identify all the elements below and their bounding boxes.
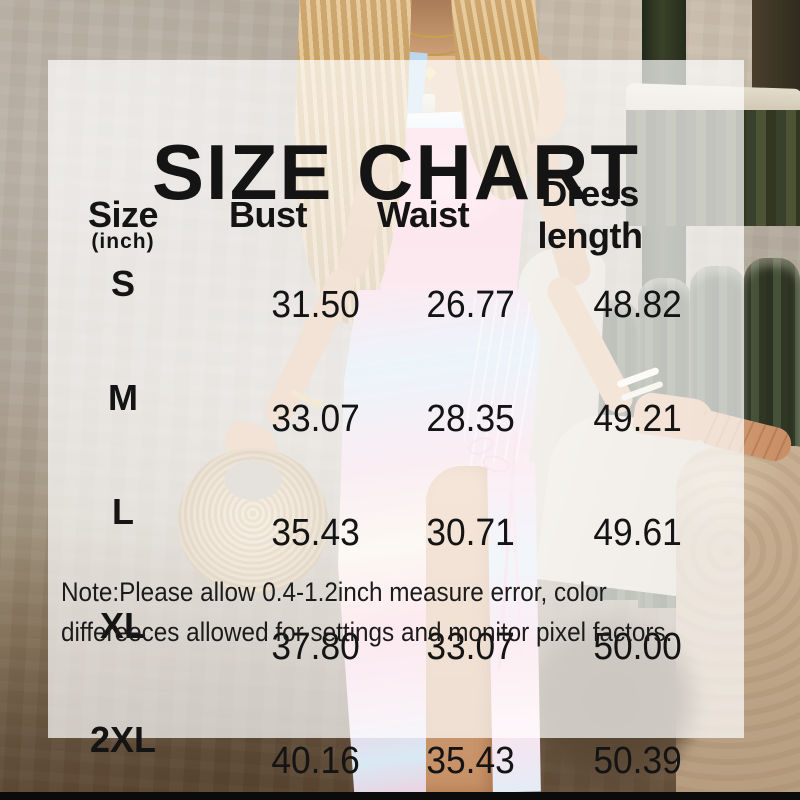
cell-size: L — [112, 490, 134, 532]
cell-dress-length-value: 50.39 — [593, 739, 682, 782]
table-header-row: Size (inch) Bust Waist Dress length — [48, 173, 744, 256]
cell-bust-value: 40.16 — [271, 739, 360, 782]
cell-size: S — [110, 262, 135, 304]
note-line-2: differeeces allowed for settings and mon… — [61, 617, 673, 647]
table-header-bust: Bust — [198, 188, 338, 242]
bottom-black-strip — [0, 792, 800, 800]
cell-bust-value: 37.80 — [271, 625, 360, 668]
cell-bust-value: 31.50 — [271, 283, 360, 326]
table-header-dress-length: Dress length — [508, 173, 744, 256]
necklace — [400, 26, 466, 56]
translucent-panel — [48, 60, 744, 738]
table-header-waist: Waist — [338, 188, 508, 242]
note-text: Note:Please allow 0.4-1.2inch measure er… — [61, 572, 676, 652]
cell-size: 2XL — [89, 718, 157, 760]
cell-dress-length-value: 49.21 — [593, 397, 682, 440]
cell-waist-value: 35.43 — [426, 739, 515, 782]
header-size-unit: (inch) — [91, 230, 155, 253]
cell-dress-length-value: 49.61 — [593, 511, 682, 554]
cell-size: XL — [99, 604, 146, 646]
cell-waist-value: 30.71 — [426, 511, 515, 554]
table-row-m: M 33.07 28.35 49.21 — [48, 369, 744, 440]
table-row-xl: XL 37.80 33.07 50.00 — [48, 597, 744, 668]
cell-waist-value: 26.77 — [426, 283, 515, 326]
cell-dress-length-value: 48.82 — [593, 283, 682, 326]
cell-waist-value: 33.07 — [426, 625, 515, 668]
size-chart-title: SIZE CHART — [152, 128, 640, 217]
header-size-label: Size — [87, 194, 159, 235]
size-chart-content: SIZE CHART Size (inch) Bust Waist Dress … — [48, 60, 744, 782]
table-header-size: Size (inch) — [48, 188, 198, 253]
header-bust-label: Bust — [229, 194, 308, 235]
cell-bust-value: 35.43 — [271, 511, 360, 554]
cell-dress-length-value: 50.00 — [593, 625, 682, 668]
table-row-s: S 31.50 26.77 48.82 — [48, 255, 744, 326]
table-body: S 31.50 26.77 48.82 M 33.07 28.35 49.21 … — [48, 255, 744, 782]
header-dress-length-label: Dress length — [537, 173, 643, 256]
table-row-2xl: 2XL 40.16 35.43 50.39 — [48, 711, 744, 782]
cell-bust-value: 33.07 — [271, 397, 360, 440]
table-row-l: L 35.43 30.71 49.61 — [48, 483, 744, 554]
cell-waist-value: 28.35 — [426, 397, 515, 440]
note-line-1: Note:Please allow 0.4-1.2inch measure er… — [61, 577, 607, 607]
header-waist-label: Waist — [376, 194, 470, 235]
cell-size: M — [108, 376, 138, 418]
